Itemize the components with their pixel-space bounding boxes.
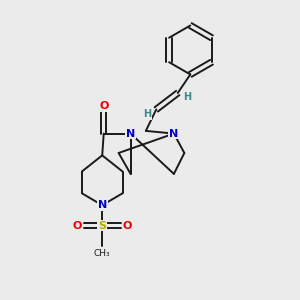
- Text: CH₃: CH₃: [94, 249, 110, 258]
- Text: S: S: [98, 220, 106, 230]
- Text: N: N: [169, 129, 178, 139]
- Text: H: H: [183, 92, 191, 102]
- Text: N: N: [98, 200, 107, 210]
- Text: N: N: [126, 129, 135, 139]
- Text: H: H: [143, 109, 152, 119]
- Text: O: O: [99, 101, 108, 111]
- Text: O: O: [123, 220, 132, 230]
- Text: O: O: [73, 220, 82, 230]
